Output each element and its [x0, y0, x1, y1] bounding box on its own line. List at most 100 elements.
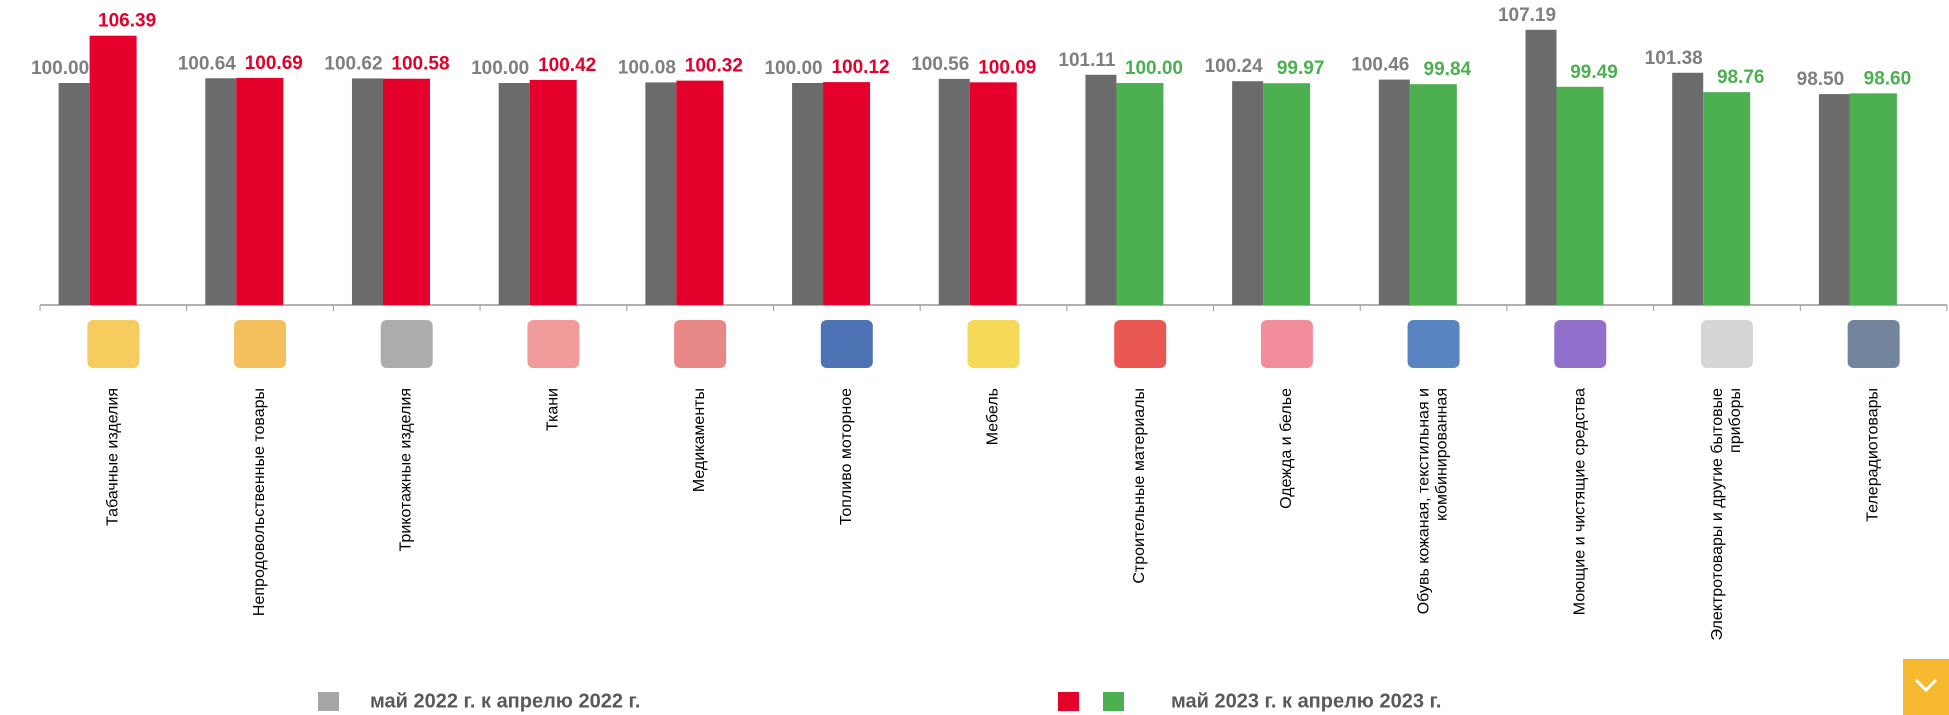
- value-label: 100.58: [391, 54, 449, 75]
- value-label: 98.50: [1797, 69, 1845, 90]
- value-label: 106.39: [98, 11, 156, 32]
- value-label: 99.84: [1424, 59, 1472, 80]
- value-label: 98.76: [1717, 67, 1765, 88]
- bar: [823, 82, 871, 305]
- bar: [89, 35, 137, 306]
- value-label: 100.46: [1351, 55, 1409, 76]
- x-tick-label-line: Топливо моторное: [838, 388, 855, 525]
- value-label: 100.24: [1205, 56, 1264, 77]
- bar: [58, 83, 90, 305]
- category-icon: [1700, 320, 1753, 368]
- legend-swatch: [1103, 692, 1124, 711]
- x-tick-label-line: Непродовольственные товары: [251, 388, 268, 616]
- bar: [498, 83, 530, 305]
- category-icon: [1407, 320, 1460, 368]
- category-icon: [674, 320, 727, 368]
- category-icon: [1554, 320, 1607, 368]
- category-icon: [87, 320, 140, 368]
- bar: [529, 79, 577, 305]
- category-icon: [527, 320, 580, 368]
- x-tick-label-line: Табачные изделия: [105, 388, 122, 526]
- bar: [205, 78, 237, 305]
- x-tick-label-line: Трикотажные изделия: [398, 388, 415, 551]
- category-icon: [380, 320, 433, 368]
- x-tick-label-line: Одежда и белье: [1278, 388, 1295, 509]
- x-tick-label-line: Электротовары и другие бытовые: [1709, 388, 1726, 641]
- x-tick-label-line: комбинированная: [1434, 388, 1451, 521]
- bar: [792, 83, 824, 305]
- bar: [645, 82, 677, 306]
- category-icon: [1114, 320, 1167, 368]
- x-tick-label-line: Медикаменты: [691, 388, 708, 492]
- x-tick-label: Моющие и чистящие средства: [1571, 388, 1588, 615]
- bar: [1849, 93, 1897, 305]
- bar: [1672, 72, 1704, 306]
- bar: [1232, 81, 1264, 305]
- value-label: 100.00: [31, 58, 89, 79]
- x-tick-label-line: приборы: [1727, 388, 1744, 453]
- value-label: 100.00: [764, 58, 822, 79]
- value-label: 100.00: [1125, 58, 1183, 79]
- bar: [1085, 74, 1117, 305]
- value-label: 100.09: [978, 57, 1036, 78]
- category-icon: [820, 320, 873, 368]
- legend-label: май 2022 г. к апрелю 2022 г.: [370, 690, 640, 712]
- value-label: 100.42: [538, 55, 596, 76]
- value-label: 99.49: [1570, 62, 1618, 83]
- x-tick-label: Топливо моторное: [838, 388, 855, 525]
- bar: [1116, 83, 1164, 305]
- x-tick-label-line: Мебель: [985, 388, 1002, 445]
- bar: [1263, 83, 1311, 305]
- value-label: 101.11: [1058, 50, 1115, 71]
- bar: [382, 78, 430, 305]
- x-tick-label: Обувь кожаная, текстильная икомбинирован…: [1416, 388, 1451, 614]
- x-tick-label: Одежда и белье: [1278, 388, 1295, 509]
- value-label: 100.00: [471, 58, 529, 79]
- value-label: 98.60: [1864, 68, 1912, 89]
- value-label: 100.62: [324, 53, 382, 74]
- bar: [351, 78, 383, 305]
- value-label: 100.32: [685, 56, 743, 77]
- corner-arrow: [1914, 678, 1938, 693]
- value-label: 101.38: [1645, 48, 1703, 69]
- x-tick-label: Электротовары и другие бытовыеприборы: [1709, 388, 1744, 641]
- bar: [1556, 86, 1604, 305]
- x-tick-label: Ткани: [545, 388, 562, 431]
- bar: [676, 80, 724, 305]
- category-icon: [234, 320, 287, 368]
- bar: [969, 82, 1017, 305]
- category-icon: [1847, 320, 1900, 368]
- x-tick-label-line: Ткани: [545, 388, 562, 431]
- x-tick-label-line: Строительные материалы: [1131, 388, 1148, 584]
- corner-button[interactable]: [1903, 659, 1949, 715]
- x-tick-label: Трикотажные изделия: [398, 388, 415, 551]
- bar: [1525, 29, 1557, 305]
- bar: [236, 77, 284, 305]
- legend-swatch: [1058, 692, 1079, 711]
- value-label: 100.56: [911, 54, 969, 75]
- legend-swatch: [318, 692, 339, 711]
- category-icon: [967, 320, 1020, 368]
- value-label: 99.97: [1277, 58, 1325, 79]
- x-tick-label: Табачные изделия: [105, 388, 122, 526]
- value-label: 100.69: [245, 53, 303, 74]
- value-label: 107.19: [1498, 5, 1556, 26]
- x-tick-label: Телерадиотовары: [1865, 388, 1882, 522]
- bar: [1818, 94, 1850, 305]
- x-tick-label: Медикаменты: [691, 388, 708, 492]
- x-tick-label: Строительные материалы: [1131, 388, 1148, 584]
- bar: [1409, 84, 1457, 306]
- value-label: 100.12: [831, 57, 889, 78]
- bar: [938, 78, 970, 305]
- value-label: 100.64: [178, 53, 237, 74]
- value-label: 100.08: [618, 57, 676, 78]
- x-tick-label: Непродовольственные товары: [251, 388, 268, 616]
- category-icon: [1260, 320, 1313, 368]
- legend-label: май 2023 г. к апрелю 2023 г.: [1171, 690, 1441, 712]
- x-tick-label-line: Телерадиотовары: [1865, 388, 1882, 522]
- x-tick-label-line: Обувь кожаная, текстильная и: [1416, 388, 1433, 614]
- x-tick-label-line: Моющие и чистящие средства: [1571, 388, 1588, 615]
- x-tick-label: Мебель: [985, 388, 1002, 445]
- bar: [1378, 79, 1410, 305]
